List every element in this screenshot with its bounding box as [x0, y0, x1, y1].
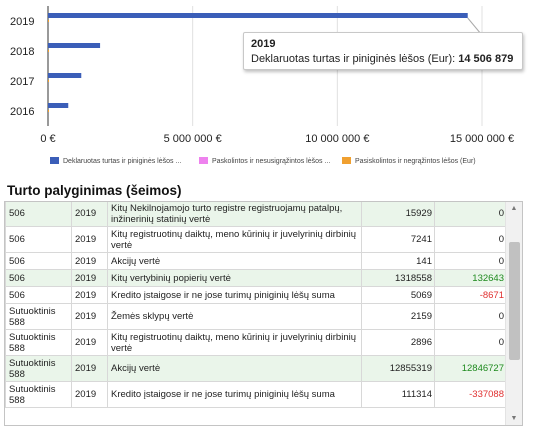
bar	[48, 110, 49, 112]
tooltip-value: 14 506 879	[458, 53, 514, 65]
cell-owner: 506	[5, 269, 72, 287]
x-tick-label: 0 €	[40, 133, 55, 145]
cell-difference: 0	[434, 329, 507, 356]
legend-label: Paskolintos ir nesusigrąžintos lėšos ...	[212, 158, 330, 165]
cell-owner: 506	[5, 286, 72, 304]
table-row: Sutuoktinis 588 2019 Žemės sklypų vertė 215…	[5, 303, 507, 330]
asset-comparison-table[interactable]: 506 2019 Kitų Nekilnojamojo turto registre…	[4, 201, 523, 426]
cell-description: Kitų Nekilnojamojo turto registre regist…	[107, 202, 362, 227]
cell-owner: Sutuoktinis 588	[5, 355, 72, 382]
category-label: 2017	[10, 76, 34, 88]
cell-difference: -8671	[434, 286, 507, 304]
cell-description: Kredito įstaigose ir ne jose turimų pini…	[107, 286, 362, 304]
category-label: 2016	[10, 106, 34, 118]
legend-swatch	[199, 157, 208, 164]
cell-description: Akcijų vertė	[107, 252, 362, 270]
cell-value: 111314	[361, 381, 435, 408]
cell-value: 12855319	[361, 355, 435, 382]
cell-year: 2019	[71, 252, 108, 270]
cell-owner: Sutuoktinis 588	[5, 303, 72, 330]
scroll-up-icon[interactable]: ▲	[510, 205, 518, 212]
cell-difference: -337088	[434, 381, 507, 408]
table-row: 506 2019 Kitų vertybinių popierių vertė 131…	[5, 269, 507, 287]
data-table: 506 2019 Kitų Nekilnojamojo turto registre…	[5, 202, 507, 408]
cell-year: 2019	[71, 329, 108, 356]
cell-value: 1318558	[361, 269, 435, 287]
cell-difference: 12846727	[434, 355, 507, 382]
legend-label: Deklaruotas turtas ir piniginės lėšos ..…	[63, 158, 181, 165]
legend-swatch	[50, 157, 59, 164]
legend-swatch	[342, 157, 351, 164]
cell-year: 2019	[71, 286, 108, 304]
cell-year: 2019	[71, 226, 108, 253]
cell-description: Žemės sklypų vertė	[107, 303, 362, 330]
cell-owner: Sutuoktinis 588	[5, 329, 72, 356]
cell-difference: 0	[434, 202, 507, 227]
cell-value: 15929	[361, 202, 435, 227]
table-row: Sutuoktinis 588 2019 Akcijų vertė 12855319 1…	[5, 355, 507, 382]
cell-description: Kredito įstaigose ir ne jose turimų pini…	[107, 381, 362, 408]
cell-year: 2019	[71, 355, 108, 382]
cell-year: 2019	[71, 381, 108, 408]
cell-year: 2019	[71, 269, 108, 287]
scroll-down-icon[interactable]: ▼	[510, 415, 518, 422]
bar	[48, 73, 82, 78]
tooltip-year: 2019	[251, 38, 276, 50]
legend-label: Pasiskolintos ir negrąžintos lėšos (Eur)	[355, 158, 476, 165]
bar	[48, 50, 49, 52]
bar	[48, 103, 69, 108]
cell-difference: 0	[434, 252, 507, 270]
cell-value: 141	[361, 252, 435, 270]
cell-owner: 506	[5, 252, 72, 270]
table-row: 506 2019 Kitų registruotinų daiktų, meno k…	[5, 226, 507, 253]
cell-description: Akcijų vertė	[107, 355, 362, 382]
chart-tooltip: 2019 Deklaruotas turtas ir piniginės lėš…	[243, 32, 523, 70]
table-body: 506 2019 Kitų Nekilnojamojo turto registre…	[5, 202, 507, 408]
table-row: 506 2019 Kitų Nekilnojamojo turto registre…	[5, 202, 507, 227]
section-title: Turto palyginimas (šeimos)	[7, 183, 182, 198]
cell-description: Kitų registruotinų daiktų, meno kūrinių …	[107, 226, 362, 253]
category-label: 2018	[10, 46, 34, 58]
cell-value: 5069	[361, 286, 435, 304]
cell-difference: 0	[434, 303, 507, 330]
table-row: Sutuoktinis 588 2019 Kredito įstaigose ir …	[5, 381, 507, 408]
cell-owner: 506	[5, 226, 72, 253]
tooltip-label: Deklaruotas turtas ir piniginės lėšos (E…	[251, 53, 456, 65]
cell-value: 7241	[361, 226, 435, 253]
x-tick-label: 10 000 000 €	[305, 133, 369, 145]
bar	[48, 80, 49, 82]
scroll-thumb[interactable]	[509, 242, 520, 360]
cell-year: 2019	[71, 303, 108, 330]
cell-description: Kitų vertybinių popierių vertė	[107, 269, 362, 287]
cell-difference: 132643	[434, 269, 507, 287]
table-row: Sutuoktinis 588 2019 Kitų registruotinų da…	[5, 329, 507, 356]
bar	[48, 13, 468, 18]
chart-svg: 0 € 5 000 000 € 10 000 000 € 15 000 000 € 20…	[10, 6, 514, 165]
bar	[48, 43, 101, 48]
cell-value: 2896	[361, 329, 435, 356]
vertical-scrollbar[interactable]: ▲ ▼	[505, 202, 522, 425]
cell-year: 2019	[71, 202, 108, 227]
x-tick-label: 15 000 000 €	[450, 133, 514, 145]
bar-chart: 0 € 5 000 000 € 10 000 000 € 15 000 000 € 20…	[0, 0, 533, 180]
table-row: 506 2019 Akcijų vertė 141 0	[5, 252, 507, 270]
cell-owner: 506	[5, 202, 72, 227]
cell-value: 2159	[361, 303, 435, 330]
bar	[48, 20, 49, 22]
category-label: 2019	[10, 16, 34, 28]
x-tick-label: 5 000 000 €	[164, 133, 222, 145]
table-row: 506 2019 Kredito įstaigose ir ne jose turi…	[5, 286, 507, 304]
table-rows: 506 2019 Kitų Nekilnojamojo turto registre…	[5, 202, 507, 408]
cell-owner: Sutuoktinis 588	[5, 381, 72, 408]
cell-difference: 0	[434, 226, 507, 253]
cell-description: Kitų registruotinų daiktų, meno kūrinių …	[107, 329, 362, 356]
